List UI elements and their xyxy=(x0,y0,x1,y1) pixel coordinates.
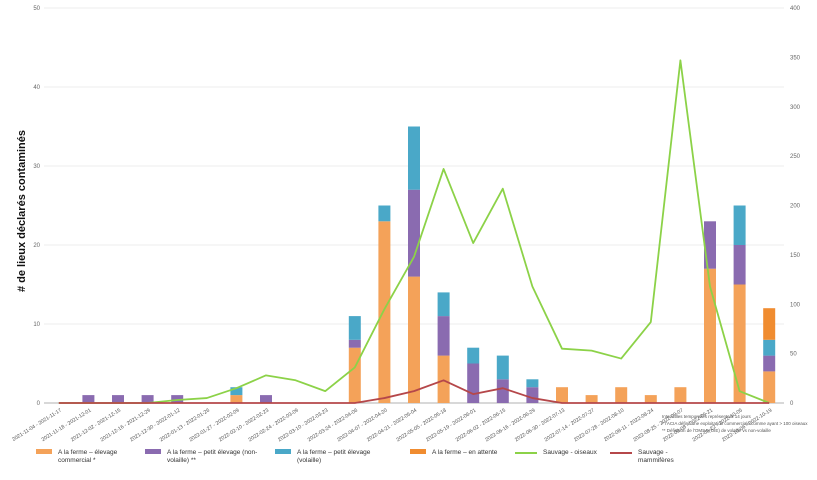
bar-segment-0 xyxy=(437,355,450,403)
bar-segment-1 xyxy=(348,339,361,348)
bar-segment-1 xyxy=(763,355,776,372)
legend-label-mammals: Sauvage - mammifères xyxy=(638,449,674,464)
bar-segment-2 xyxy=(408,126,420,190)
bar-segment-1 xyxy=(408,189,420,277)
x-tick-label: 2021-11-18 - 2021-12-01 xyxy=(41,408,93,444)
legend-line-mammals xyxy=(610,452,632,454)
x-tick-label: 2022-01-27 - 2022-02-09 xyxy=(188,408,240,444)
legend-label-nonpoultry: A la ferme – petit élevage (non-volaille… xyxy=(167,449,258,464)
y-right-tick-label: 350 xyxy=(790,55,801,61)
y-left-tick-label: 20 xyxy=(33,243,40,249)
x-tick-label: 2022-03-10 - 2022-03-23 xyxy=(277,408,329,444)
bar-segment-1 xyxy=(112,395,124,403)
legend-swatch-pending xyxy=(410,449,426,454)
bar-segment-0 xyxy=(348,347,361,403)
bar-segment-0 xyxy=(763,371,776,403)
bar-segment-0 xyxy=(733,284,746,403)
x-tick-label: 2022-02-24 - 2022-03-09 xyxy=(248,408,300,444)
x-tick-label: 2022-05-05 - 2022-05-18 xyxy=(396,408,448,444)
y-left-tick-label: 50 xyxy=(33,6,40,12)
y-left-tick-label: 10 xyxy=(33,322,40,328)
bar-segment-1 xyxy=(82,395,95,403)
x-tick-label: 2022-08-11 - 2022-08-24 xyxy=(603,408,655,444)
bar-segment-1 xyxy=(171,395,184,403)
x-tick-label: 2021-12-16 - 2021-12-29 xyxy=(100,408,152,444)
bar-segment-2 xyxy=(378,205,391,222)
bar-segment-1 xyxy=(260,395,272,403)
x-tick-label: 2022-06-16 - 2022-06-29 xyxy=(484,408,536,444)
bar-segment-2 xyxy=(526,379,539,388)
bar-segment-2 xyxy=(230,387,243,396)
y-right-tick-label: 100 xyxy=(790,302,801,308)
bar-segment-1 xyxy=(526,387,539,403)
bar-segment-0 xyxy=(674,387,687,403)
bar-segment-0 xyxy=(585,395,598,403)
bar-segment-2 xyxy=(763,339,776,356)
y-right-tick-label: 400 xyxy=(790,6,801,12)
x-tick-label: 2021-12-02 - 2021-12-15 xyxy=(70,408,122,444)
legend-label-pending: A la ferme – en attente xyxy=(432,449,498,456)
x-tick-label: 2022-07-28 - 2022-08-10 xyxy=(573,408,625,444)
bar-segment-0 xyxy=(230,395,243,403)
x-tick-label: 2022-06-02 - 2022-06-15 xyxy=(455,408,507,444)
y-left-tick-label: 0 xyxy=(37,401,41,407)
y-left-tick-label: 30 xyxy=(33,164,40,170)
legend-swatch-commercial xyxy=(36,449,52,454)
x-tick-label: 2022-05-19 - 2022-06-01 xyxy=(425,408,477,444)
bar-segment-1 xyxy=(496,379,509,403)
bar-segment-2 xyxy=(348,316,361,340)
bar-segment-3 xyxy=(763,308,776,340)
y-right-tick-label: 0 xyxy=(790,401,794,407)
line-series-1 xyxy=(58,379,770,404)
x-tick-label: 2021-12-30 - 2022-01-12 xyxy=(129,408,181,444)
legend-swatch-poultry xyxy=(275,449,291,454)
y-right-tick-label: 150 xyxy=(790,253,801,259)
x-tick-label: 2021-11-04 - 2021-11-17 xyxy=(11,408,63,443)
bar-segment-1 xyxy=(141,395,154,403)
bar-segment-1 xyxy=(437,316,450,356)
y-axis-title: # de lieux déclarés contaminés xyxy=(16,129,28,293)
y-right-tick-label: 200 xyxy=(790,204,801,210)
bar-segment-0 xyxy=(556,387,568,403)
bar-segment-1 xyxy=(733,245,746,285)
bar-segment-0 xyxy=(408,276,420,403)
x-tick-label: 2022-01-13 - 2022-01-26 xyxy=(159,408,211,444)
legend-label-poultry: A la ferme – petit élevage (volaille) xyxy=(297,449,371,464)
x-tick-label: 2022-04-07 - 2022-04-20 xyxy=(336,408,388,444)
x-tick-label: 2022-02-10 - 2022-02-23 xyxy=(218,408,270,444)
bar-segment-2 xyxy=(437,292,450,317)
bar-segment-0 xyxy=(378,221,391,403)
note-poultry: ** Définition de l'OMSA (OIE) de volaill… xyxy=(662,428,771,433)
note-interval: Intervalles temporelles représentant 14 … xyxy=(662,414,751,419)
y-left-tick-label: 40 xyxy=(33,85,40,91)
x-tick-label: 2022-06-30 - 2022-07-13 xyxy=(514,408,566,444)
legend-line-birds xyxy=(515,452,537,454)
bar-segment-2 xyxy=(467,347,480,364)
note-commercial: * l'ACIA définit une exploitation commer… xyxy=(662,421,808,426)
x-tick-label: 2022-07-14 - 2022-07-27 xyxy=(544,408,596,444)
y-right-tick-label: 250 xyxy=(790,154,801,160)
bar-segment-1 xyxy=(704,221,716,269)
bar-segment-2 xyxy=(733,205,746,245)
legend-swatch-nonpoultry xyxy=(145,449,161,454)
bar-segment-0 xyxy=(704,268,716,403)
x-tick-label: 2022-04-21 - 2022-05-04 xyxy=(366,408,418,444)
line-series-0 xyxy=(58,59,770,404)
legend-label-commercial: A la ferme – élevage commercial * xyxy=(58,449,118,464)
x-tick-label: 2022-03-24 - 2022-04-06 xyxy=(307,408,359,444)
y-right-tick-label: 300 xyxy=(790,105,801,111)
bar-segment-1 xyxy=(467,363,480,403)
bar-segment-2 xyxy=(496,355,509,380)
y-right-tick-label: 50 xyxy=(790,352,797,358)
bar-segment-0 xyxy=(644,395,657,403)
legend-label-birds: Sauvage - oiseaux xyxy=(543,449,597,456)
bar-segment-0 xyxy=(615,387,628,403)
